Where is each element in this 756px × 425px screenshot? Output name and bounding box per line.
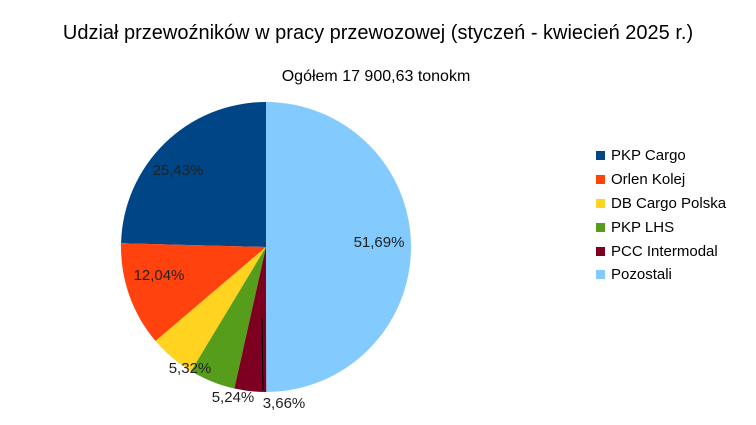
data-label: 3,66% [263, 395, 306, 412]
legend-item-pkp-lhs: PKP LHS [596, 215, 726, 239]
legend-item-pozostali: Pozostali [596, 263, 726, 287]
legend-label: PKP Cargo [611, 147, 686, 165]
legend-label: PKP LHS [611, 218, 675, 236]
legend-label: Orlen Kolej [611, 171, 686, 189]
chart-subtitle-text: Ogółem 17 900,63 tonokm [281, 68, 471, 85]
legend-item-db-cargo-polska: DB Cargo Polska [596, 192, 726, 216]
legend-item-pcc-intermodal: PCC Intermodal [596, 239, 726, 263]
chart-title: Udział przewoźników w pracy przewozowej … [62, 22, 694, 44]
pie-slice-orlen-kolej [121, 243, 266, 341]
pie-slice-pkp-lhs [191, 247, 266, 389]
legend-swatch [596, 151, 605, 161]
legend-label: PCC Intermodal [611, 242, 718, 260]
pie-slice-db-cargo-polska [155, 247, 266, 372]
legend-item-pkp-cargo: PKP Cargo [596, 144, 726, 168]
chart-subtitle: Ogółem 17 900,63 tonokm [0, 68, 756, 86]
legend-swatch [596, 222, 605, 232]
data-label: 5,32% [169, 360, 212, 377]
pie-slice-pkp-cargo [121, 102, 266, 247]
legend: PKP Cargo Orlen Kolej DB Cargo Polska PK… [596, 144, 726, 287]
pie-slice-pcc-intermodal [234, 247, 267, 392]
leader-line [261, 317, 264, 391]
data-label: 5,24% [212, 389, 255, 406]
legend-swatch [596, 198, 605, 208]
data-label: 12,04% [134, 267, 185, 284]
legend-label: DB Cargo Polska [611, 194, 727, 212]
legend-item-orlen-kolej: Orlen Kolej [596, 168, 726, 192]
legend-swatch [596, 270, 605, 280]
legend-swatch [596, 246, 605, 256]
legend-swatch [596, 175, 605, 185]
data-label: 51,69% [354, 234, 405, 251]
data-label: 25,43% [153, 162, 204, 179]
legend-label: Pozostali [611, 266, 672, 284]
pie-slice-pozostali [266, 102, 412, 392]
